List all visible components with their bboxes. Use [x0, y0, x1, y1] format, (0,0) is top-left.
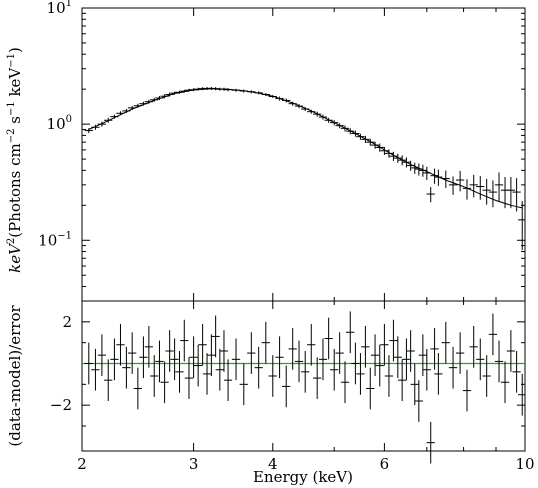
x-tick-label: 2: [77, 455, 87, 473]
bottom-y-axis-title: (data-model)/error: [6, 305, 24, 447]
top-y-tick-label: 10−1: [38, 230, 72, 249]
bottom-panel-frame: [81, 300, 526, 452]
model-line: [88, 88, 523, 209]
top-panel-ticks: 10−1 100 101: [38, 0, 526, 302]
x-tick-label: 4: [268, 455, 278, 473]
x-axis-title: Energy (keV): [253, 468, 353, 486]
x-tick-label: 3: [189, 455, 199, 473]
top-y-axis-title: keV2(Photons cm−2 s−1 keV−1): [6, 47, 24, 273]
x-tick-label: 6: [380, 455, 390, 473]
bottom-y-tick-label: 2: [62, 313, 72, 331]
bottom-panel-ticks: −2 2 2 3 4 6 10: [50, 301, 535, 473]
bottom-y-tick-label: −2: [50, 396, 72, 414]
x-tick-label: 10: [515, 455, 534, 473]
top-panel-data: [84, 86, 525, 250]
top-y-tick-label: 100: [47, 114, 72, 133]
bottom-panel-data: [84, 311, 525, 464]
top-panel-frame: [81, 7, 526, 302]
top-y-tick-label: 101: [47, 0, 72, 17]
